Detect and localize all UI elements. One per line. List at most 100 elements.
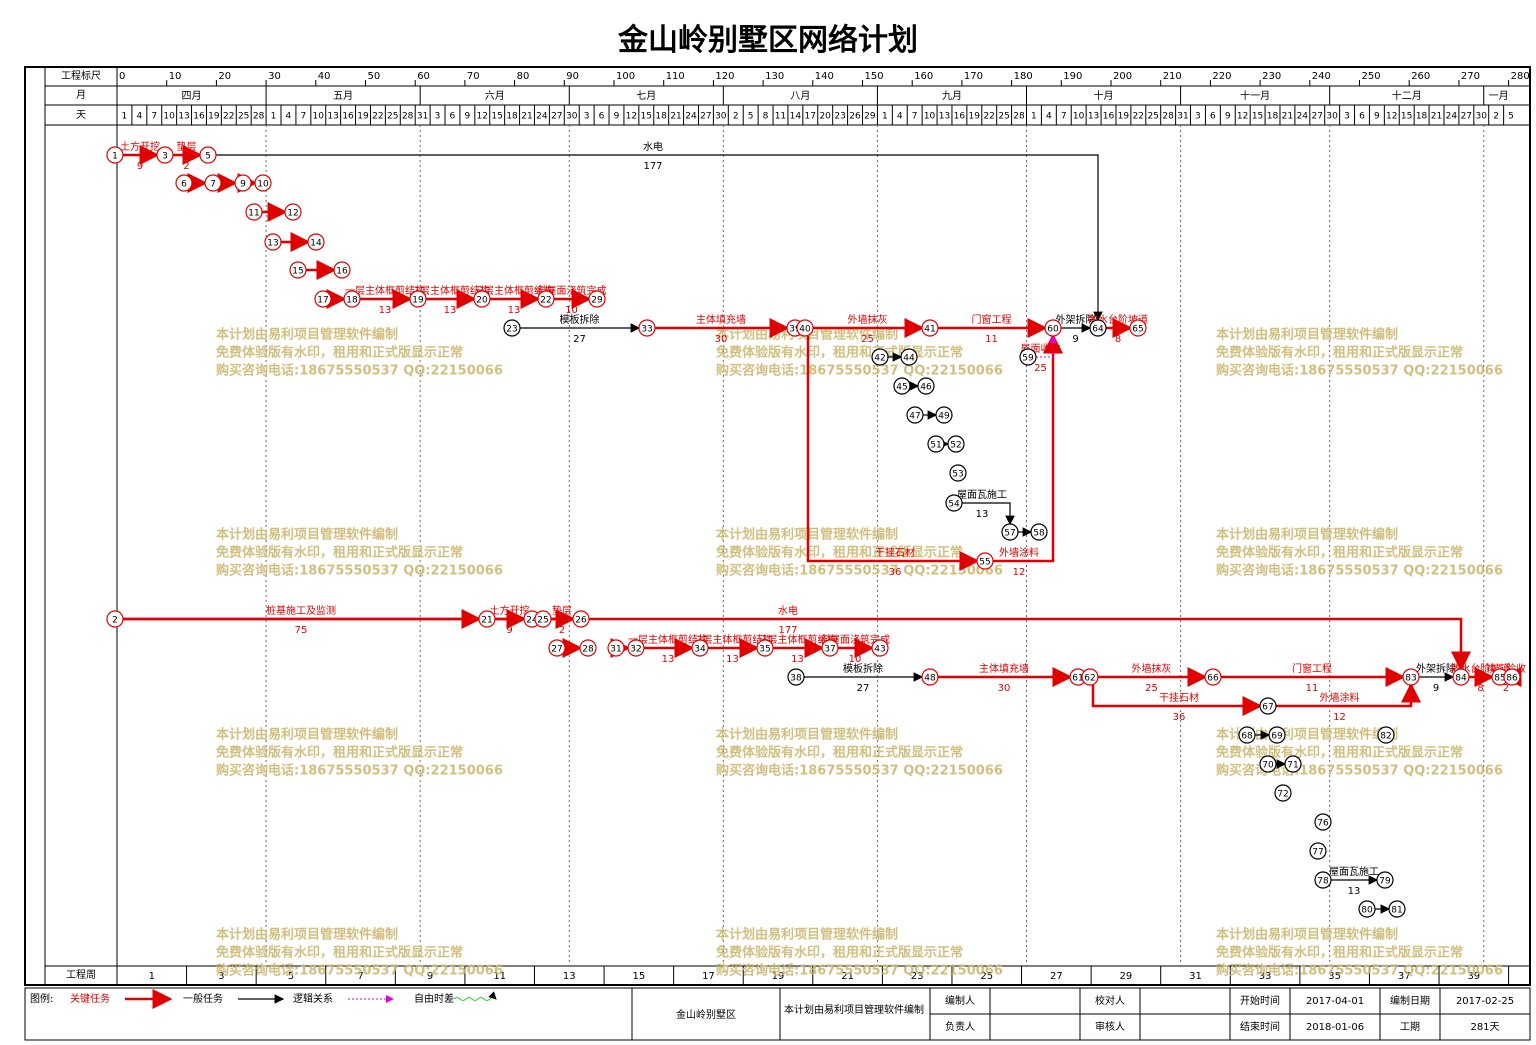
week-label: 13 <box>563 971 576 982</box>
task-duration: 13 <box>726 654 739 665</box>
watermark: 免费体验版有水印，租用和正式版显示正常 <box>1216 945 1463 961</box>
task-duration: 9 <box>1072 334 1078 345</box>
watermark: 本计划由易利项目管理软件编制 <box>716 927 898 943</box>
watermark: 免费体验版有水印，租用和正式版显示正常 <box>1216 545 1463 561</box>
scale-label: 100 <box>616 71 635 82</box>
day-label: 5 <box>1508 112 1514 122</box>
node-label: 20 <box>476 296 488 306</box>
node <box>1314 871 1332 889</box>
task-name: 外墙抹灰 <box>848 313 888 326</box>
task-name: 水电 <box>643 140 663 153</box>
scale-label: 110 <box>666 71 685 82</box>
task-duration: 25 <box>1145 683 1158 694</box>
node-label: 72 <box>1277 790 1288 800</box>
week-label: 25 <box>980 971 993 982</box>
node-label: 45 <box>896 383 907 393</box>
node-label: 84 <box>1455 674 1467 684</box>
scale-label: 230 <box>1262 71 1281 82</box>
scale-label: 10 <box>169 71 182 82</box>
node <box>1268 726 1286 744</box>
watermark: 免费体验版有水印，租用和正式版显示正常 <box>216 945 463 961</box>
task-duration: 27 <box>573 334 586 345</box>
task-duration: 11 <box>1306 683 1319 694</box>
task-duration: 13 <box>444 305 457 316</box>
node <box>976 552 994 570</box>
watermark: 购买咨询电话:18675550537 QQ:22150066 <box>216 963 503 979</box>
task-name: 外架拆除 <box>1056 313 1096 326</box>
title: 金山岭别墅区网络计划 <box>617 23 918 58</box>
scale-label: 150 <box>865 71 884 82</box>
task-duration: 177 <box>643 161 662 172</box>
field-label: 校对人 <box>1095 994 1125 1007</box>
watermark: 免费体验版有水印，租用和正式版显示正常 <box>1216 345 1463 361</box>
day-label: 21 <box>521 112 532 122</box>
day-label: 6 <box>1210 112 1216 122</box>
node <box>1238 726 1256 744</box>
day-label: 4 <box>136 112 142 122</box>
node <box>1376 871 1394 889</box>
node-label: 44 <box>903 354 915 364</box>
day-label: 4 <box>286 112 292 122</box>
day-label: 1 <box>1031 112 1037 122</box>
node-label: 41 <box>924 325 935 335</box>
watermark: 本计划由易利项目管理软件编制 <box>1216 327 1398 343</box>
task-duration: 9 <box>506 625 512 636</box>
node-label: 55 <box>979 558 990 568</box>
task-name: 土方开挖 <box>490 604 530 617</box>
month-label: 八月 <box>790 90 810 102</box>
node-label: 83 <box>1405 674 1416 684</box>
task-name: 外墙涂料 <box>1320 691 1360 704</box>
node-label: 80 <box>1361 906 1373 916</box>
day-label: 13 <box>178 112 189 122</box>
task-duration: 2 <box>1503 683 1509 694</box>
node <box>1204 668 1222 686</box>
node-label: 26 <box>575 616 587 626</box>
day-label: 15 <box>641 112 652 122</box>
node-label: 61 <box>1072 674 1083 684</box>
node-label: 46 <box>920 383 932 393</box>
node-label: 48 <box>924 674 936 684</box>
node <box>156 146 174 164</box>
legend-label: 逻辑关系 <box>293 992 333 1005</box>
scale-label: 160 <box>914 71 933 82</box>
scale-label: 50 <box>368 71 381 82</box>
scale-label: 80 <box>517 71 530 82</box>
day-label: 19 <box>357 112 369 122</box>
node <box>548 639 566 657</box>
node <box>204 174 222 192</box>
node <box>333 261 351 279</box>
week-label: 15 <box>632 971 645 982</box>
watermark: 购买咨询电话:18675550537 QQ:22150066 <box>1216 563 1503 579</box>
node-label: 33 <box>641 325 652 335</box>
week-label: 21 <box>841 971 854 982</box>
node <box>1314 813 1332 831</box>
day-label: 30 <box>566 112 578 122</box>
scale-label: 60 <box>417 71 430 82</box>
week-label: 5 <box>288 971 294 982</box>
node <box>1274 784 1292 802</box>
day-label: 13 <box>939 112 950 122</box>
node <box>1503 668 1521 686</box>
field-value: 2018-01-06 <box>1306 1022 1364 1033</box>
node-label: 24 <box>526 616 538 626</box>
node <box>1284 755 1302 773</box>
day-label: 19 <box>1118 112 1130 122</box>
task-arrow <box>123 617 1471 672</box>
node <box>1452 668 1470 686</box>
watermark: 购买咨询电话:18675550537 QQ:22150066 <box>716 563 1003 579</box>
node-label: 16 <box>336 267 348 277</box>
scale-label: 70 <box>467 71 480 82</box>
day-label: 27 <box>1461 112 1472 122</box>
task-name: 水电 <box>778 604 798 617</box>
frame <box>24 66 1531 986</box>
task-duration: 10 <box>565 305 578 316</box>
day-label: 28 <box>1162 112 1174 122</box>
node <box>1129 319 1147 337</box>
month-label: 十一月 <box>1240 89 1270 102</box>
node <box>906 406 924 424</box>
day-label: 30 <box>1475 112 1487 122</box>
node-label: 66 <box>1207 674 1219 684</box>
watermark: 本计划由易利项目管理软件编制 <box>216 527 398 543</box>
watermark: 购买咨询电话:18675550537 QQ:22150066 <box>1216 763 1503 779</box>
task-duration: 8 <box>1477 683 1483 694</box>
